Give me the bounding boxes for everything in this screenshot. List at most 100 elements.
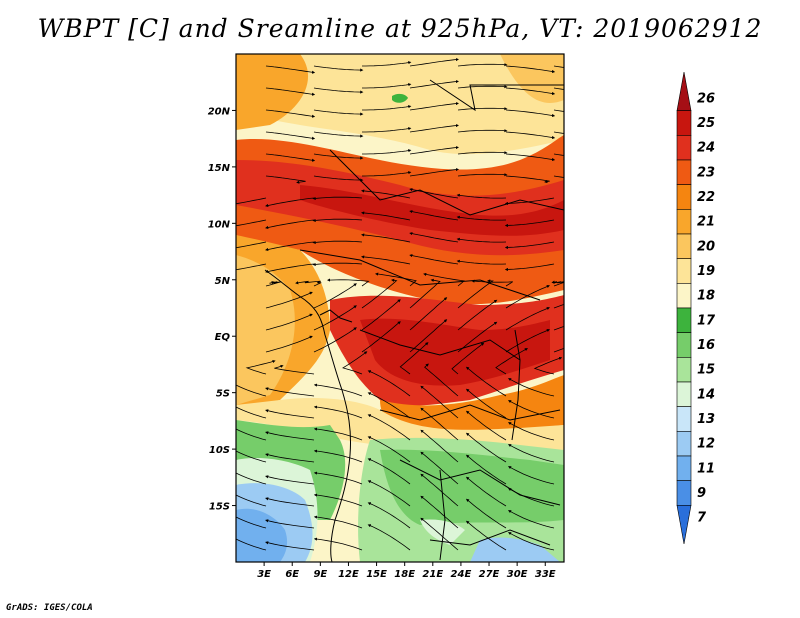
streamline [313, 405, 363, 419]
colorbar-label: 13 [697, 412, 715, 427]
streamline [409, 57, 460, 67]
streamline [465, 432, 507, 463]
streamline [265, 263, 315, 274]
streamline [507, 422, 555, 441]
colorbar-swatch [676, 71, 692, 111]
map-title: WBPT [C] and Sreamline at 925hPa, VT: 20… [37, 14, 763, 43]
streamline [361, 321, 401, 353]
colorbar-label: 11 [697, 461, 715, 476]
colorbar-swatch [676, 455, 692, 481]
streamline [236, 538, 267, 551]
streamline [420, 473, 459, 507]
streamline [312, 262, 363, 267]
colorbar-label: 16 [697, 338, 715, 353]
streamline [457, 321, 498, 353]
streamline [553, 65, 564, 68]
streamline [457, 279, 494, 309]
streamline [236, 494, 267, 507]
colorbar-label: 19 [697, 264, 715, 279]
streamline [313, 449, 363, 463]
streamline [551, 280, 564, 287]
streamline [465, 388, 507, 419]
streamline [465, 520, 507, 551]
streamline [505, 131, 556, 140]
streamline [295, 280, 322, 287]
lon-tick-label: 3E [257, 569, 271, 580]
streamline [409, 297, 448, 331]
streamline [504, 241, 555, 250]
streamline [456, 259, 507, 265]
streamline [423, 272, 466, 287]
streamline [409, 145, 460, 155]
streamline [553, 131, 564, 134]
streamline [265, 131, 316, 140]
streamline [507, 488, 555, 507]
colorbar-swatch [676, 184, 692, 210]
colorbar-label: 26 [697, 91, 715, 106]
streamline [265, 409, 315, 419]
streamline [265, 313, 313, 331]
streamline [362, 83, 412, 89]
map-frame [235, 53, 565, 563]
streamline [265, 153, 316, 162]
streamline [265, 541, 315, 551]
colorbar-swatch [676, 431, 692, 457]
streamline [236, 197, 267, 205]
colorbar-label: 7 [697, 511, 707, 526]
streamline [505, 285, 550, 309]
streamline [362, 171, 412, 177]
streamline [553, 326, 564, 331]
streamline [505, 65, 556, 74]
streamline [313, 327, 357, 353]
colorbar-swatch [676, 258, 692, 284]
streamline [326, 278, 370, 287]
streamline [553, 109, 564, 112]
streamline [456, 215, 507, 221]
streamline [265, 291, 313, 309]
streamline [409, 188, 459, 199]
streamline [420, 407, 459, 441]
streamline [553, 348, 564, 353]
streamline [312, 240, 363, 245]
streamline [507, 466, 555, 485]
streamline [236, 384, 267, 397]
streamline [367, 370, 411, 397]
colorbar-label: 21 [697, 215, 715, 230]
streamline [409, 319, 448, 353]
streamline [409, 278, 441, 309]
colorbar-label: 25 [697, 116, 715, 131]
colorbar-swatch [676, 159, 692, 185]
lon-tick-label: 27E [479, 569, 500, 580]
streamline [367, 436, 411, 463]
streamline [505, 109, 556, 118]
streamline [504, 219, 555, 228]
streamline [465, 454, 507, 485]
streamline [313, 175, 364, 182]
streamline [313, 87, 364, 94]
streamlines [236, 57, 564, 551]
streamline [265, 241, 315, 252]
streamline [236, 472, 267, 485]
streamline [367, 392, 411, 419]
streamline [409, 123, 460, 133]
streamline [313, 383, 363, 397]
streamline [313, 109, 364, 116]
streamline [361, 255, 411, 265]
streamline [312, 196, 363, 201]
streamline [265, 453, 315, 463]
streamline [457, 107, 508, 111]
streamline [313, 427, 363, 441]
streamline [409, 101, 460, 111]
streamline [504, 263, 555, 272]
streamline [409, 210, 459, 221]
streamline [409, 232, 459, 243]
streamline [457, 85, 508, 89]
streamline [420, 495, 459, 529]
streamline [265, 519, 315, 529]
streamline [375, 272, 417, 287]
streamline [457, 299, 498, 331]
streamline [367, 502, 411, 529]
streamline [362, 61, 412, 67]
lon-tick-label: 9E [313, 569, 327, 580]
